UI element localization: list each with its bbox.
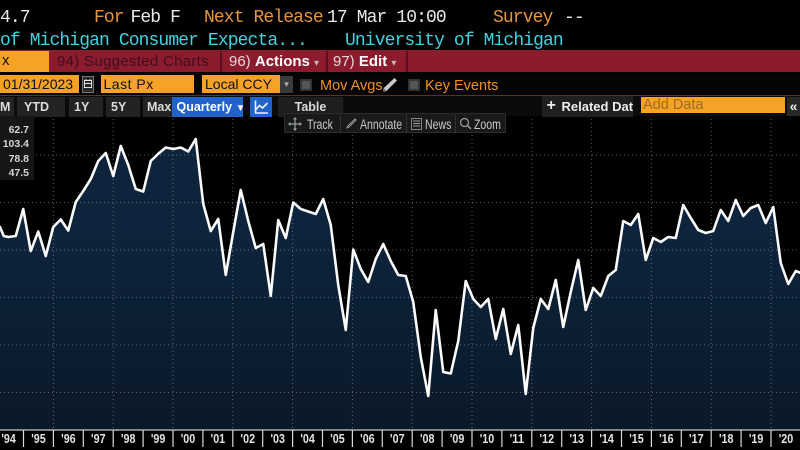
svg-text:'17: '17 bbox=[689, 432, 704, 446]
svg-text:'98: '98 bbox=[121, 432, 136, 446]
svg-text:'00: '00 bbox=[181, 432, 196, 446]
svg-text:'11: '11 bbox=[510, 432, 525, 446]
svg-text:'07: '07 bbox=[390, 432, 405, 446]
svg-text:'97: '97 bbox=[91, 432, 106, 446]
svg-text:'15: '15 bbox=[629, 432, 644, 446]
svg-text:'02: '02 bbox=[241, 432, 256, 446]
svg-text:'99: '99 bbox=[151, 432, 166, 446]
svg-text:'10: '10 bbox=[480, 432, 495, 446]
svg-text:'94: '94 bbox=[1, 432, 16, 446]
svg-text:'01: '01 bbox=[211, 432, 226, 446]
svg-text:'13: '13 bbox=[569, 432, 584, 446]
svg-text:'12: '12 bbox=[540, 432, 555, 446]
svg-text:'16: '16 bbox=[659, 432, 674, 446]
svg-text:'09: '09 bbox=[450, 432, 465, 446]
svg-text:'18: '18 bbox=[719, 432, 734, 446]
svg-text:'20: '20 bbox=[779, 432, 794, 446]
svg-text:'95: '95 bbox=[31, 432, 46, 446]
svg-text:'04: '04 bbox=[300, 432, 315, 446]
svg-text:'06: '06 bbox=[360, 432, 375, 446]
svg-text:'03: '03 bbox=[270, 432, 285, 446]
svg-text:'19: '19 bbox=[749, 432, 764, 446]
svg-text:'05: '05 bbox=[330, 432, 345, 446]
svg-text:'14: '14 bbox=[599, 432, 614, 446]
svg-text:'08: '08 bbox=[420, 432, 435, 446]
svg-text:'96: '96 bbox=[61, 432, 76, 446]
